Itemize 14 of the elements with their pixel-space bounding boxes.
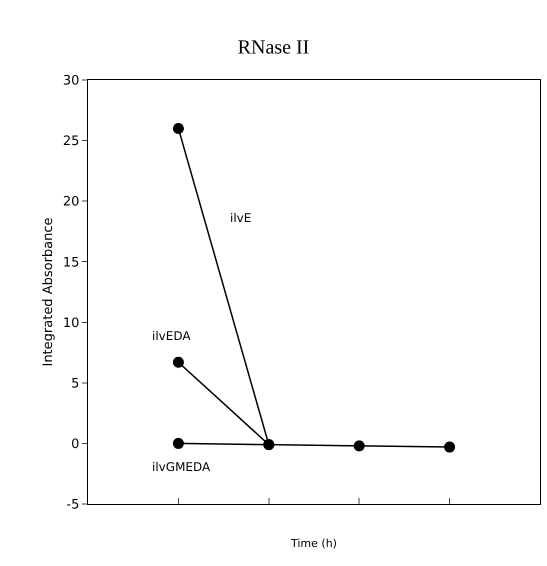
y-tick-label: 15	[62, 255, 80, 270]
x-axis-title: Time (h)	[290, 537, 337, 550]
y-tick-label: 20	[62, 194, 80, 210]
series-label: ilvGMEDA	[152, 460, 212, 474]
y-tick-label: 30	[62, 74, 80, 89]
y-tick-label: 0	[71, 436, 80, 452]
series-label: ilvE	[230, 211, 252, 225]
series-label: ilvEDA	[152, 329, 192, 343]
y-tick-label: -5	[66, 498, 80, 513]
y-tick-label: 5	[71, 376, 80, 392]
y-tick-label: 25	[62, 134, 80, 150]
y-tick-label: 10	[62, 316, 80, 331]
chart-title: RNase II	[238, 36, 310, 59]
y-axis-title: Integrated Absorbance	[41, 217, 56, 367]
